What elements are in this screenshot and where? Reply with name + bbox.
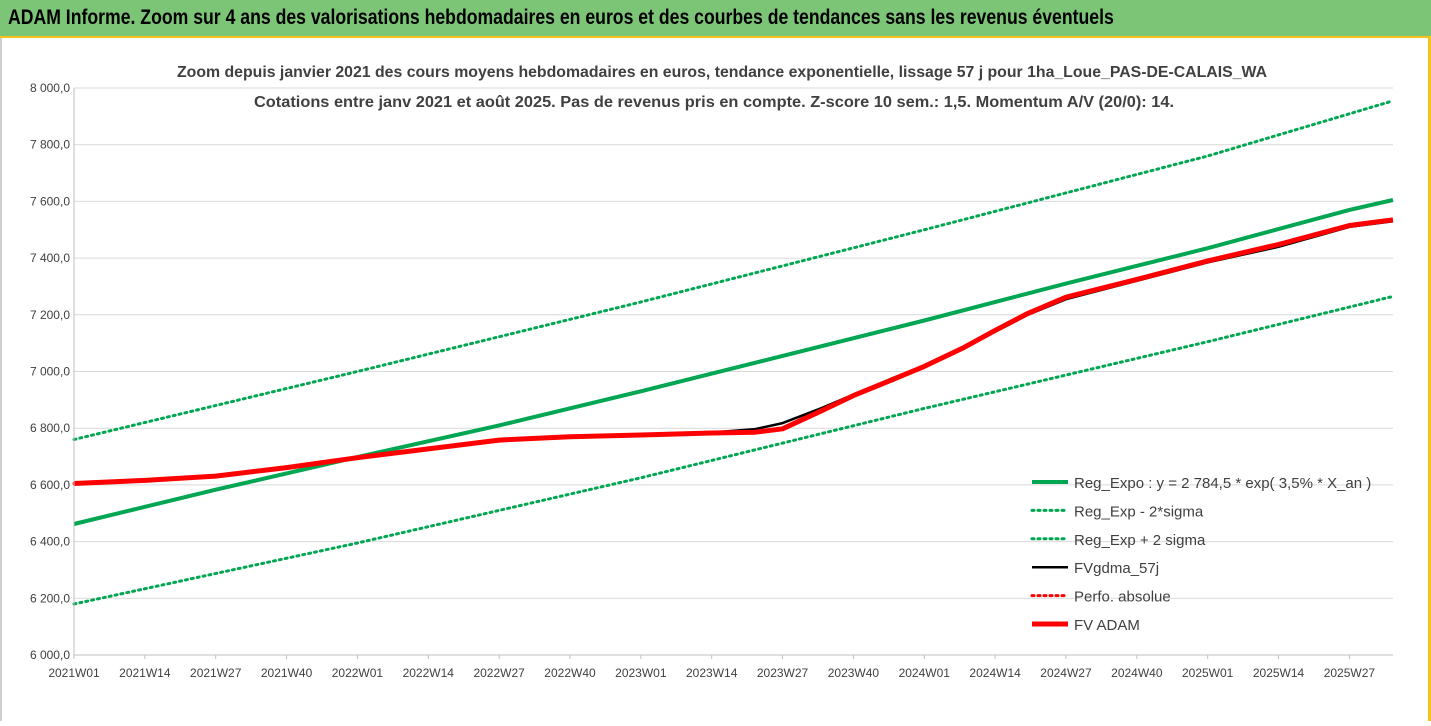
x-tick-label: 2024W14 xyxy=(969,666,1021,680)
y-tick-label: 7 400,0 xyxy=(30,251,70,265)
y-tick-label: 7 800,0 xyxy=(30,138,70,152)
header-banner: ADAM Informe. Zoom sur 4 ans des valoris… xyxy=(0,0,1431,38)
x-tick-label: 2023W40 xyxy=(828,666,880,680)
line-chart: 8 000,0 7 800,0 7 600,0 7 400,0 7 200,0 7 000… xyxy=(30,64,1395,680)
x-tick-label: 2023W27 xyxy=(757,666,809,680)
x-tick-label: 2021W40 xyxy=(261,666,313,680)
x-tick-label: 2022W40 xyxy=(544,666,596,680)
x-tick-label: 2025W01 xyxy=(1182,666,1234,680)
series-line-2 xyxy=(72,99,1395,441)
x-tick-label: 2023W14 xyxy=(686,666,738,680)
x-tick-label: 2025W27 xyxy=(1324,666,1376,680)
x-tick-label: 2024W40 xyxy=(1111,666,1163,680)
y-tick-label: 6 400,0 xyxy=(30,535,70,549)
series-line-5 xyxy=(73,217,1394,486)
x-tick-label: 2024W01 xyxy=(899,666,951,680)
y-tick-label: 7 600,0 xyxy=(30,194,70,208)
y-tick-label: 6 800,0 xyxy=(30,421,70,435)
series-line-3 xyxy=(73,219,1394,485)
y-tick-label: 6 600,0 xyxy=(30,478,70,492)
legend-label: Perfo. absolue xyxy=(1074,589,1171,606)
series-line-1 xyxy=(72,294,1395,606)
x-tick-label: 2021W01 xyxy=(48,666,100,680)
series-lines xyxy=(72,99,1395,606)
x-tick-label: 2021W14 xyxy=(119,666,171,680)
x-tick-label: 2021W27 xyxy=(190,666,242,680)
y-tick-label: 7 200,0 xyxy=(30,308,70,322)
series-line-4 xyxy=(72,218,1395,485)
gridlines xyxy=(74,87,1393,656)
y-tick-label: 8 000,0 xyxy=(30,81,70,95)
legend-label: Reg_Exp + 2 sigma xyxy=(1074,532,1206,549)
chart-subtitle: Cotations entre janv 2021 et août 2025. … xyxy=(254,94,1174,111)
x-tick-label: 2024W27 xyxy=(1040,666,1092,680)
y-tick-label: 6 000,0 xyxy=(30,648,70,662)
x-tick-label: 2023W01 xyxy=(615,666,667,680)
series-line-0 xyxy=(73,198,1394,526)
chart-title: Zoom depuis janvier 2021 des cours moyen… xyxy=(177,64,1267,81)
page-title: ADAM Informe. Zoom sur 4 ans des valoris… xyxy=(8,6,1114,29)
legend-label: Reg_Exp - 2*sigma xyxy=(1074,503,1204,520)
legend-label: FV ADAM xyxy=(1074,617,1140,634)
legend: Reg_Expo : y = 2 784,5 * exp( 3,5% * X_a… xyxy=(1030,475,1371,634)
x-tick-label: 2022W14 xyxy=(403,666,455,680)
y-tick-label: 7 000,0 xyxy=(30,365,70,379)
axes: 8 000,0 7 800,0 7 600,0 7 400,0 7 200,0 7 000… xyxy=(30,81,1393,680)
y-tick-label: 6 200,0 xyxy=(30,591,70,605)
x-tick-label: 2025W14 xyxy=(1253,666,1305,680)
chart-area: 8 000,0 7 800,0 7 600,0 7 400,0 7 200,0 7 000… xyxy=(0,38,1431,721)
x-tick-label: 2022W01 xyxy=(332,666,384,680)
x-tick-label: 2022W27 xyxy=(473,666,525,680)
legend-label: Reg_Expo : y = 2 784,5 * exp( 3,5% * X_a… xyxy=(1074,475,1371,492)
legend-label: FVgdma_57j xyxy=(1074,560,1159,577)
